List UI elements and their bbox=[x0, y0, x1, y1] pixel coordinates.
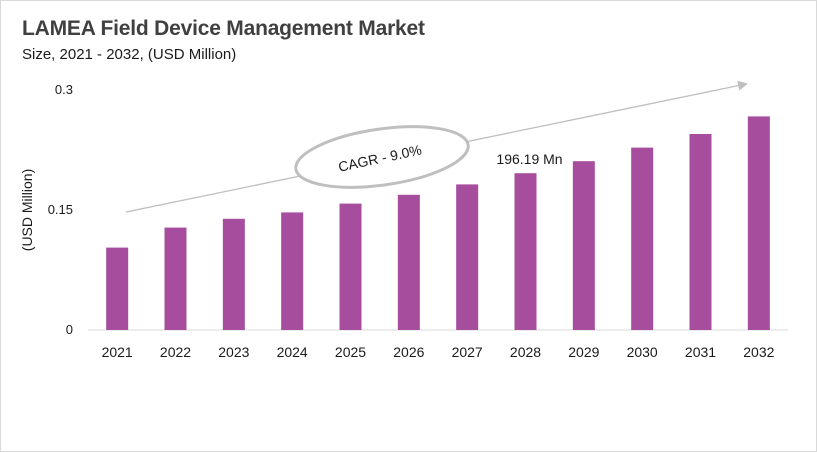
bar-2027 bbox=[456, 184, 479, 330]
x-tick-label: 2022 bbox=[160, 344, 191, 360]
bar-2023 bbox=[222, 218, 245, 330]
bar-2032 bbox=[747, 116, 770, 331]
y-tick-label: 0.3 bbox=[55, 82, 73, 97]
x-tick-label: 2026 bbox=[393, 344, 424, 360]
x-tick-label: 2027 bbox=[452, 344, 483, 360]
x-tick-label: 2024 bbox=[277, 344, 308, 360]
bar-2025 bbox=[339, 203, 362, 330]
x-axis-ticks: 2021 2022 2023 2024 2025 2026 2027 2028 2029 2030… bbox=[102, 344, 775, 360]
annotations: CAGR - 9.0% 196.19 Mn bbox=[125, 80, 748, 213]
chart-axes: (USD Million) bbox=[19, 169, 788, 331]
x-tick-label: 2025 bbox=[335, 344, 366, 360]
y-tick-label: 0 bbox=[66, 322, 73, 337]
x-tick-label: 2032 bbox=[743, 344, 774, 360]
bar-2030 bbox=[631, 147, 654, 330]
bar-2028 bbox=[514, 173, 537, 330]
bar-2026 bbox=[397, 194, 420, 330]
x-tick-label: 2029 bbox=[568, 344, 599, 360]
value-label-2028: 196.19 Mn bbox=[496, 151, 562, 167]
x-tick-label: 2021 bbox=[102, 344, 133, 360]
bar-2024 bbox=[281, 212, 304, 330]
x-tick-label: 2023 bbox=[218, 344, 249, 360]
y-tick-label: 0.15 bbox=[48, 202, 73, 217]
bar-2029 bbox=[572, 161, 595, 330]
bar-2031 bbox=[689, 134, 712, 330]
x-tick-label: 2031 bbox=[685, 344, 716, 360]
x-tick-label: 2028 bbox=[510, 344, 541, 360]
chart-subtitle: Size, 2021 - 2032, (USD Million) bbox=[22, 46, 237, 63]
chart-title: LAMEA Field Device Management Market bbox=[22, 17, 425, 40]
bar-2022 bbox=[164, 227, 187, 330]
y-axis-ticks: 0 0.15 0.3 bbox=[48, 82, 73, 337]
y-axis-label: (USD Million) bbox=[19, 169, 35, 251]
x-tick-label: 2030 bbox=[627, 344, 658, 360]
bar-series bbox=[106, 116, 770, 331]
bar-2021 bbox=[106, 247, 129, 330]
cagr-ellipse bbox=[294, 125, 470, 189]
